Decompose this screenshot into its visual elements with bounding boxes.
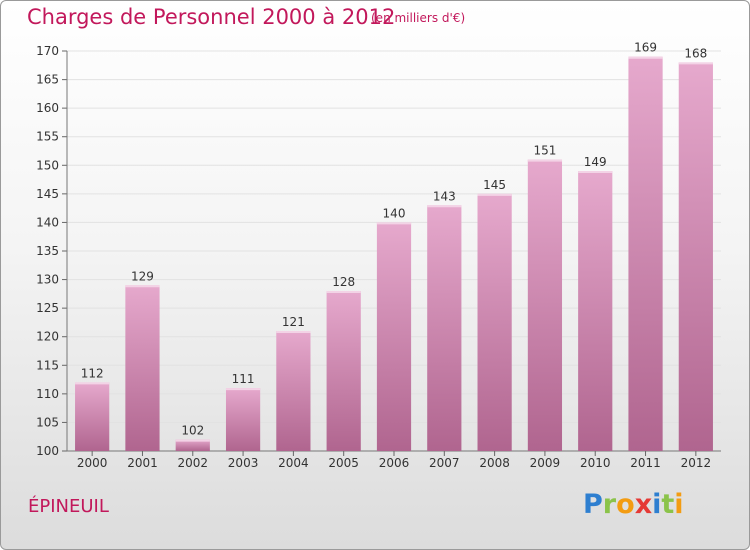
data-label: 111 <box>232 372 255 386</box>
y-tick-label: 115 <box>36 358 59 372</box>
chart-title: Charges de Personnel 2000 à 2012 <box>27 5 396 29</box>
y-tick-label: 140 <box>36 215 59 229</box>
data-label: 121 <box>282 315 305 329</box>
y-tick-label: 170 <box>36 44 59 58</box>
x-tick-label: 2009 <box>530 456 561 470</box>
bar <box>225 388 261 451</box>
bar <box>376 222 412 451</box>
bar <box>75 382 110 451</box>
y-tick-label: 150 <box>36 158 59 172</box>
x-tick-label: 2010 <box>580 456 611 470</box>
data-label: 140 <box>383 206 406 220</box>
x-tick-label: 2008 <box>479 456 510 470</box>
data-label: 168 <box>684 46 707 60</box>
bar <box>477 193 512 451</box>
data-label: 143 <box>433 189 456 203</box>
bar <box>125 285 160 451</box>
data-label: 169 <box>634 41 657 55</box>
x-tick-label: 2012 <box>681 456 712 470</box>
y-tick-label: 135 <box>36 244 59 258</box>
y-tick-label: 125 <box>36 301 59 315</box>
x-tick-label: 2011 <box>630 456 661 470</box>
y-tick-label: 120 <box>36 330 59 344</box>
data-label: 128 <box>332 275 355 289</box>
x-tick-label: 2007 <box>429 456 460 470</box>
y-tick-label: 105 <box>36 415 59 429</box>
bar <box>527 159 563 452</box>
chart-subtitle: (en milliers d'€) <box>371 11 466 25</box>
x-tick-label: 2002 <box>177 456 208 470</box>
data-label: 149 <box>584 155 607 169</box>
y-tick-label: 100 <box>36 444 59 458</box>
data-label: 112 <box>81 366 104 380</box>
data-label: 129 <box>131 269 154 283</box>
commune-name: ÉPINEUIL <box>28 496 109 517</box>
bar <box>175 439 210 451</box>
x-tick-label: 2005 <box>328 456 359 470</box>
y-tick-label: 130 <box>36 273 59 287</box>
y-tick-label: 110 <box>36 387 59 401</box>
proxiti-logo: Proxiti <box>583 489 684 520</box>
x-tick-label: 2006 <box>379 456 410 470</box>
bar <box>276 331 311 451</box>
x-tick-label: 2003 <box>228 456 259 470</box>
x-tick-label: 2000 <box>77 456 108 470</box>
data-label: 145 <box>483 178 506 192</box>
data-label: 151 <box>533 144 556 158</box>
y-tick-label: 160 <box>36 101 59 115</box>
bar <box>628 56 663 451</box>
data-label: 102 <box>181 424 204 438</box>
x-tick-label: 2001 <box>127 456 158 470</box>
y-tick-label: 165 <box>36 73 59 87</box>
y-tick-label: 155 <box>36 130 59 144</box>
bar <box>678 62 713 452</box>
x-tick-label: 2004 <box>278 456 309 470</box>
y-tick-label: 145 <box>36 187 59 201</box>
bar <box>427 205 462 451</box>
bar <box>578 171 613 451</box>
bar <box>326 291 361 451</box>
